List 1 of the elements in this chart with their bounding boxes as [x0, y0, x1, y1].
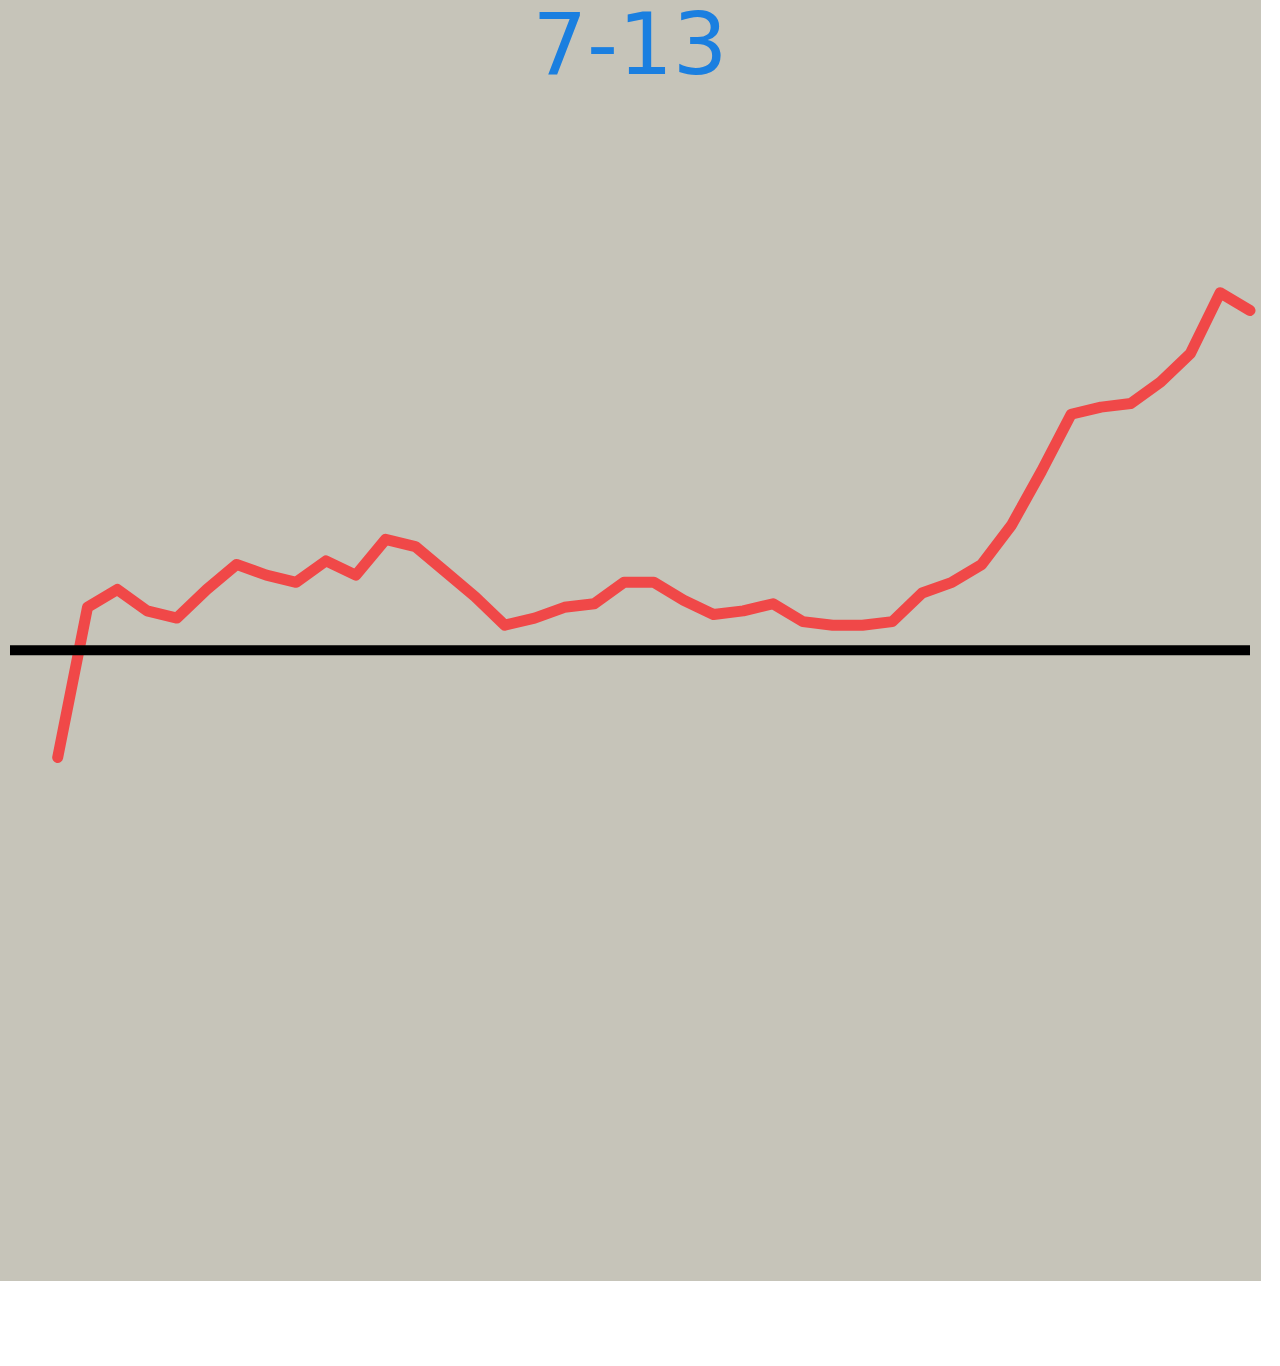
chart-title: 7-13 [532, 0, 728, 94]
